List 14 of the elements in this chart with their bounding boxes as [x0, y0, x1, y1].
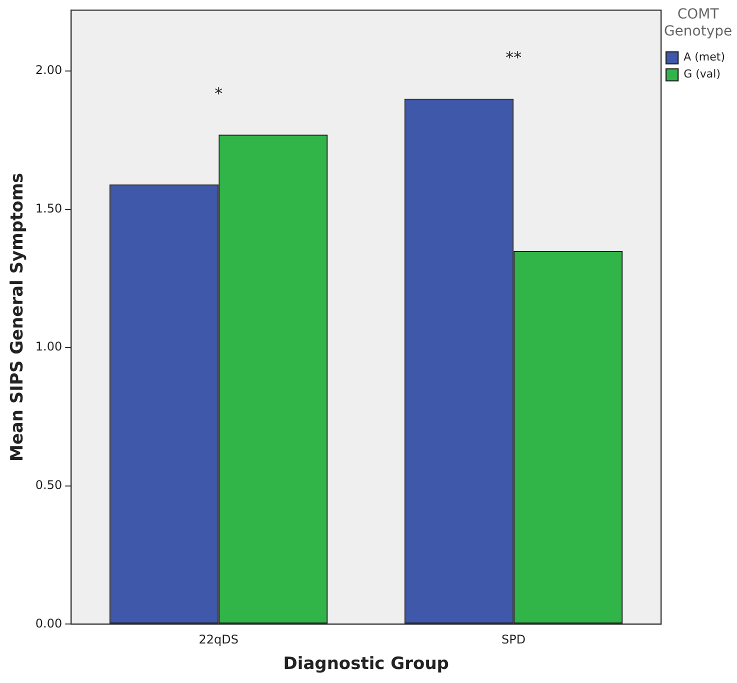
legend-title: COMT Genotype: [664, 6, 732, 40]
x-axis-title: Diagnostic Group: [283, 654, 449, 674]
legend-label: A (met): [684, 50, 726, 64]
annotation: *: [214, 84, 223, 103]
y-axis-title: Mean SIPS General Symptoms: [8, 172, 28, 462]
y-tick-label: 1.00: [35, 340, 62, 354]
y-tick-label: 2.00: [35, 63, 62, 78]
y-tick-label: 0.50: [35, 478, 62, 492]
legend-label: G (val): [684, 68, 721, 81]
y-tick-label: 1.50: [35, 201, 62, 216]
y-tick-label: 0.00: [35, 616, 62, 630]
x-tick-label: 22qDS: [198, 632, 238, 647]
x-tick-label: SPD: [502, 632, 526, 647]
annotation: **: [506, 48, 522, 67]
